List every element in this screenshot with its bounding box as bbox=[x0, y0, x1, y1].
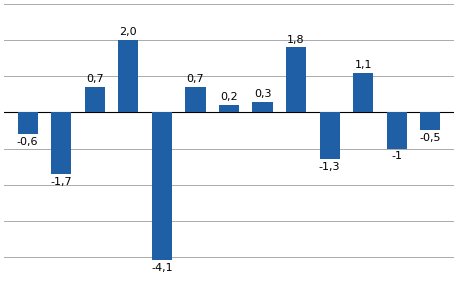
Bar bbox=[51, 113, 71, 174]
Bar bbox=[118, 40, 138, 113]
Bar bbox=[320, 113, 340, 159]
Bar bbox=[185, 87, 206, 113]
Text: 2,0: 2,0 bbox=[120, 27, 137, 37]
Bar bbox=[252, 102, 273, 113]
Bar bbox=[85, 87, 105, 113]
Text: 0,2: 0,2 bbox=[220, 92, 238, 102]
Text: -0,5: -0,5 bbox=[420, 133, 441, 143]
Text: -1: -1 bbox=[391, 151, 402, 161]
Text: -4,1: -4,1 bbox=[151, 263, 173, 273]
Text: 0,3: 0,3 bbox=[254, 89, 271, 99]
Bar bbox=[286, 48, 306, 113]
Text: 0,7: 0,7 bbox=[86, 74, 104, 84]
Bar bbox=[17, 113, 38, 134]
Text: -1,3: -1,3 bbox=[319, 162, 340, 172]
Text: 0,7: 0,7 bbox=[186, 74, 204, 84]
Text: -1,7: -1,7 bbox=[50, 177, 72, 187]
Bar bbox=[353, 73, 373, 113]
Text: 1,1: 1,1 bbox=[354, 60, 372, 70]
Text: 1,8: 1,8 bbox=[287, 34, 305, 45]
Bar bbox=[387, 113, 407, 148]
Text: -0,6: -0,6 bbox=[17, 137, 38, 147]
Bar bbox=[420, 113, 441, 130]
Bar bbox=[152, 113, 172, 260]
Bar bbox=[219, 105, 239, 113]
